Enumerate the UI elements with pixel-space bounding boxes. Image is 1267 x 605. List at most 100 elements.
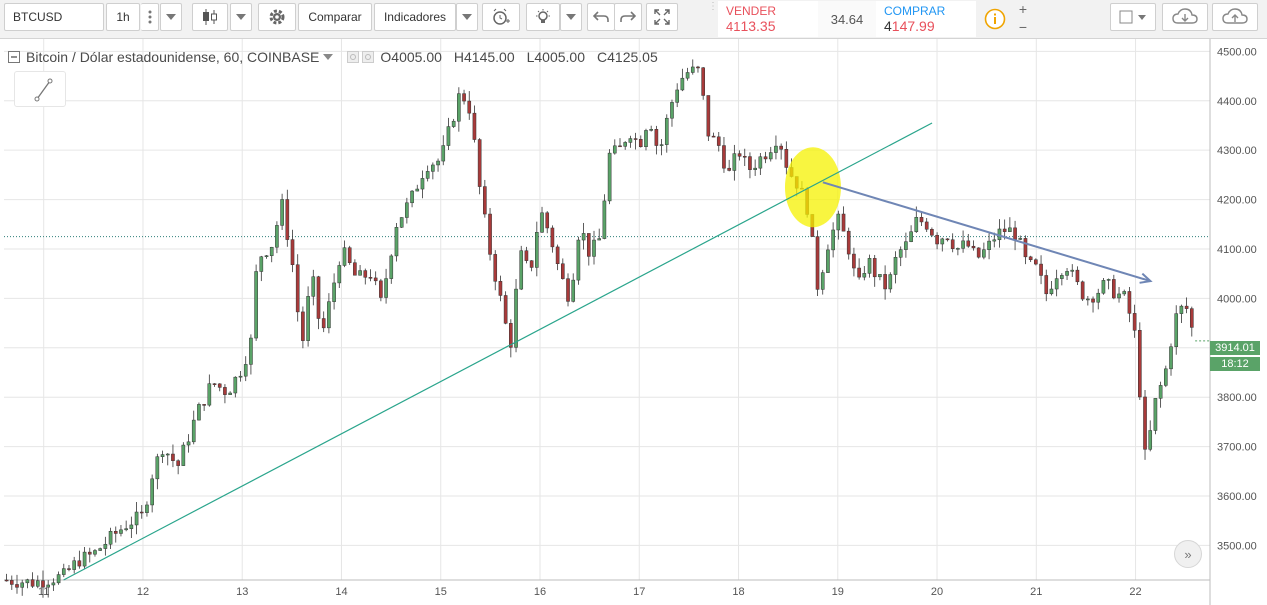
candle-body: [1138, 330, 1142, 398]
interval-dropdown[interactable]: [160, 3, 182, 31]
drawing-tool-panel[interactable]: [14, 71, 66, 107]
candle-body: [145, 504, 149, 513]
info-icon: [984, 8, 1006, 30]
candle-body: [748, 156, 752, 170]
price-tick-label: 4300.00: [1217, 145, 1257, 157]
candle-body: [472, 112, 477, 140]
candle-body: [498, 281, 503, 296]
interval-button[interactable]: 1h: [106, 3, 140, 31]
indicators-dropdown[interactable]: [456, 3, 478, 31]
undo-button[interactable]: [587, 3, 615, 31]
candle-body: [987, 240, 991, 250]
candle-body: [379, 280, 383, 298]
candle-body: [405, 202, 409, 218]
sell-price: 4113.35: [726, 18, 776, 34]
ideas-button[interactable]: [526, 3, 560, 31]
candle-body: [119, 529, 123, 534]
time-tick-label: 15: [435, 586, 447, 598]
candle-body: [1117, 293, 1121, 299]
ideas-dropdown[interactable]: [560, 3, 582, 31]
candle-body: [784, 149, 789, 168]
minus-button[interactable]: −: [1013, 19, 1033, 37]
save-chart-button[interactable]: [1212, 3, 1258, 31]
indicators-button[interactable]: Indicadores: [374, 3, 456, 31]
candle-body: [1080, 281, 1085, 300]
chart-type-dropdown[interactable]: [230, 3, 252, 31]
candle-body: [550, 227, 555, 248]
sell-price-prefix: 41: [726, 19, 741, 34]
plus-button[interactable]: +: [1013, 1, 1033, 19]
candle-body: [301, 311, 305, 341]
candle-body: [815, 236, 820, 290]
candle-body: [477, 139, 482, 187]
layout-button[interactable]: [1110, 3, 1156, 31]
candle-body: [139, 511, 144, 514]
candle-body: [483, 186, 487, 215]
candle-body: [306, 296, 310, 341]
candle-body: [519, 250, 524, 290]
load-chart-button[interactable]: [1162, 3, 1208, 31]
candle-body: [1044, 275, 1049, 295]
candle-body: [633, 138, 638, 140]
candle-body: [9, 580, 14, 585]
candle-body: [93, 550, 97, 555]
square-icon: [1119, 10, 1146, 24]
price-tick-label: 4200.00: [1217, 195, 1257, 207]
candle-body: [264, 255, 269, 258]
candle-body: [1075, 269, 1080, 283]
trade-panel-grip: ⋮: [708, 1, 718, 12]
candle-body: [1096, 292, 1101, 303]
candle-body: [883, 274, 887, 290]
settings-small-icon[interactable]: [362, 51, 375, 63]
candle-body: [862, 273, 867, 278]
candle-body: [1174, 313, 1179, 347]
candle-body: [1065, 271, 1069, 276]
candle-body: [820, 272, 825, 290]
redo-button[interactable]: [614, 3, 642, 31]
candle-body: [535, 232, 539, 268]
candle-body: [285, 199, 290, 240]
chart-type-button[interactable]: [192, 3, 228, 31]
price-tick-label: 4100.00: [1217, 244, 1257, 256]
candle-body: [35, 580, 40, 587]
candle-body: [592, 239, 596, 257]
candle-body: [98, 548, 102, 551]
candle-body: [966, 240, 971, 247]
candle-body: [930, 229, 934, 236]
chart-area[interactable]: 4500.00 4400.00 4300.00 4200.00 4100.00 4000.…: [4, 39, 1267, 605]
candle-body: [451, 120, 456, 127]
candle-body: [1018, 238, 1023, 240]
chevron-down-icon[interactable]: [323, 53, 334, 61]
eye-icon[interactable]: [347, 51, 360, 63]
symbol-input[interactable]: BTCUSD: [4, 3, 104, 31]
compare-button[interactable]: Comparar: [298, 3, 372, 31]
fullscreen-button[interactable]: [646, 3, 678, 31]
price-chart[interactable]: 4500.00 4400.00 4300.00 4200.00 4100.00 4000.…: [4, 39, 1267, 605]
candle-body: [1158, 385, 1163, 399]
candle-body: [363, 270, 368, 278]
candle-body: [602, 200, 607, 239]
alert-button[interactable]: [482, 3, 520, 31]
undo-icon: [593, 11, 609, 22]
countdown-tag: 18:12: [1210, 357, 1260, 371]
candle-body: [732, 153, 737, 171]
info-button[interactable]: [980, 1, 1010, 37]
chevron-down-icon: [166, 14, 176, 20]
sell-button[interactable]: VENDER 4113.35: [718, 1, 818, 37]
candle-body: [654, 129, 659, 146]
scroll-to-realtime-button[interactable]: »: [1174, 540, 1202, 568]
candle-body: [1060, 275, 1064, 279]
candle-body: [124, 528, 128, 531]
collapse-icon[interactable]: [8, 51, 20, 63]
arrow-line: [822, 181, 1151, 283]
candle-body: [1132, 313, 1137, 331]
settings-button[interactable]: [258, 3, 296, 31]
candle-body: [898, 249, 903, 258]
candle-body: [524, 250, 529, 261]
buy-button[interactable]: COMPRAR 4147.99: [876, 1, 976, 37]
candle-body: [431, 164, 435, 172]
candle-body: [909, 231, 913, 242]
gear-icon: [269, 9, 285, 25]
candle-body: [212, 383, 217, 385]
more-options-button[interactable]: [141, 3, 159, 31]
